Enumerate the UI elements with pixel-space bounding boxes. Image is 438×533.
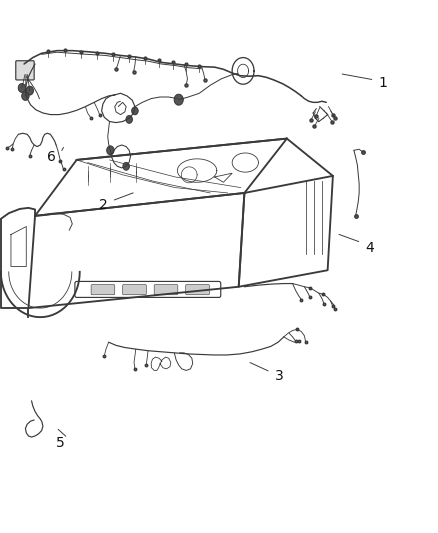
- FancyBboxPatch shape: [91, 285, 115, 295]
- Polygon shape: [22, 92, 29, 100]
- Text: 6: 6: [47, 150, 56, 164]
- Text: 2: 2: [99, 198, 107, 212]
- FancyBboxPatch shape: [16, 61, 34, 80]
- Polygon shape: [123, 163, 129, 170]
- Text: 1: 1: [379, 76, 388, 90]
- Polygon shape: [174, 94, 183, 105]
- Text: 3: 3: [275, 369, 284, 383]
- Text: 5: 5: [56, 437, 65, 450]
- Polygon shape: [26, 86, 33, 95]
- Polygon shape: [107, 146, 114, 155]
- Polygon shape: [18, 84, 25, 92]
- Text: 4: 4: [366, 241, 374, 255]
- FancyBboxPatch shape: [123, 285, 146, 295]
- FancyBboxPatch shape: [154, 285, 178, 295]
- Polygon shape: [132, 107, 138, 115]
- FancyBboxPatch shape: [186, 285, 209, 295]
- Polygon shape: [126, 116, 132, 123]
